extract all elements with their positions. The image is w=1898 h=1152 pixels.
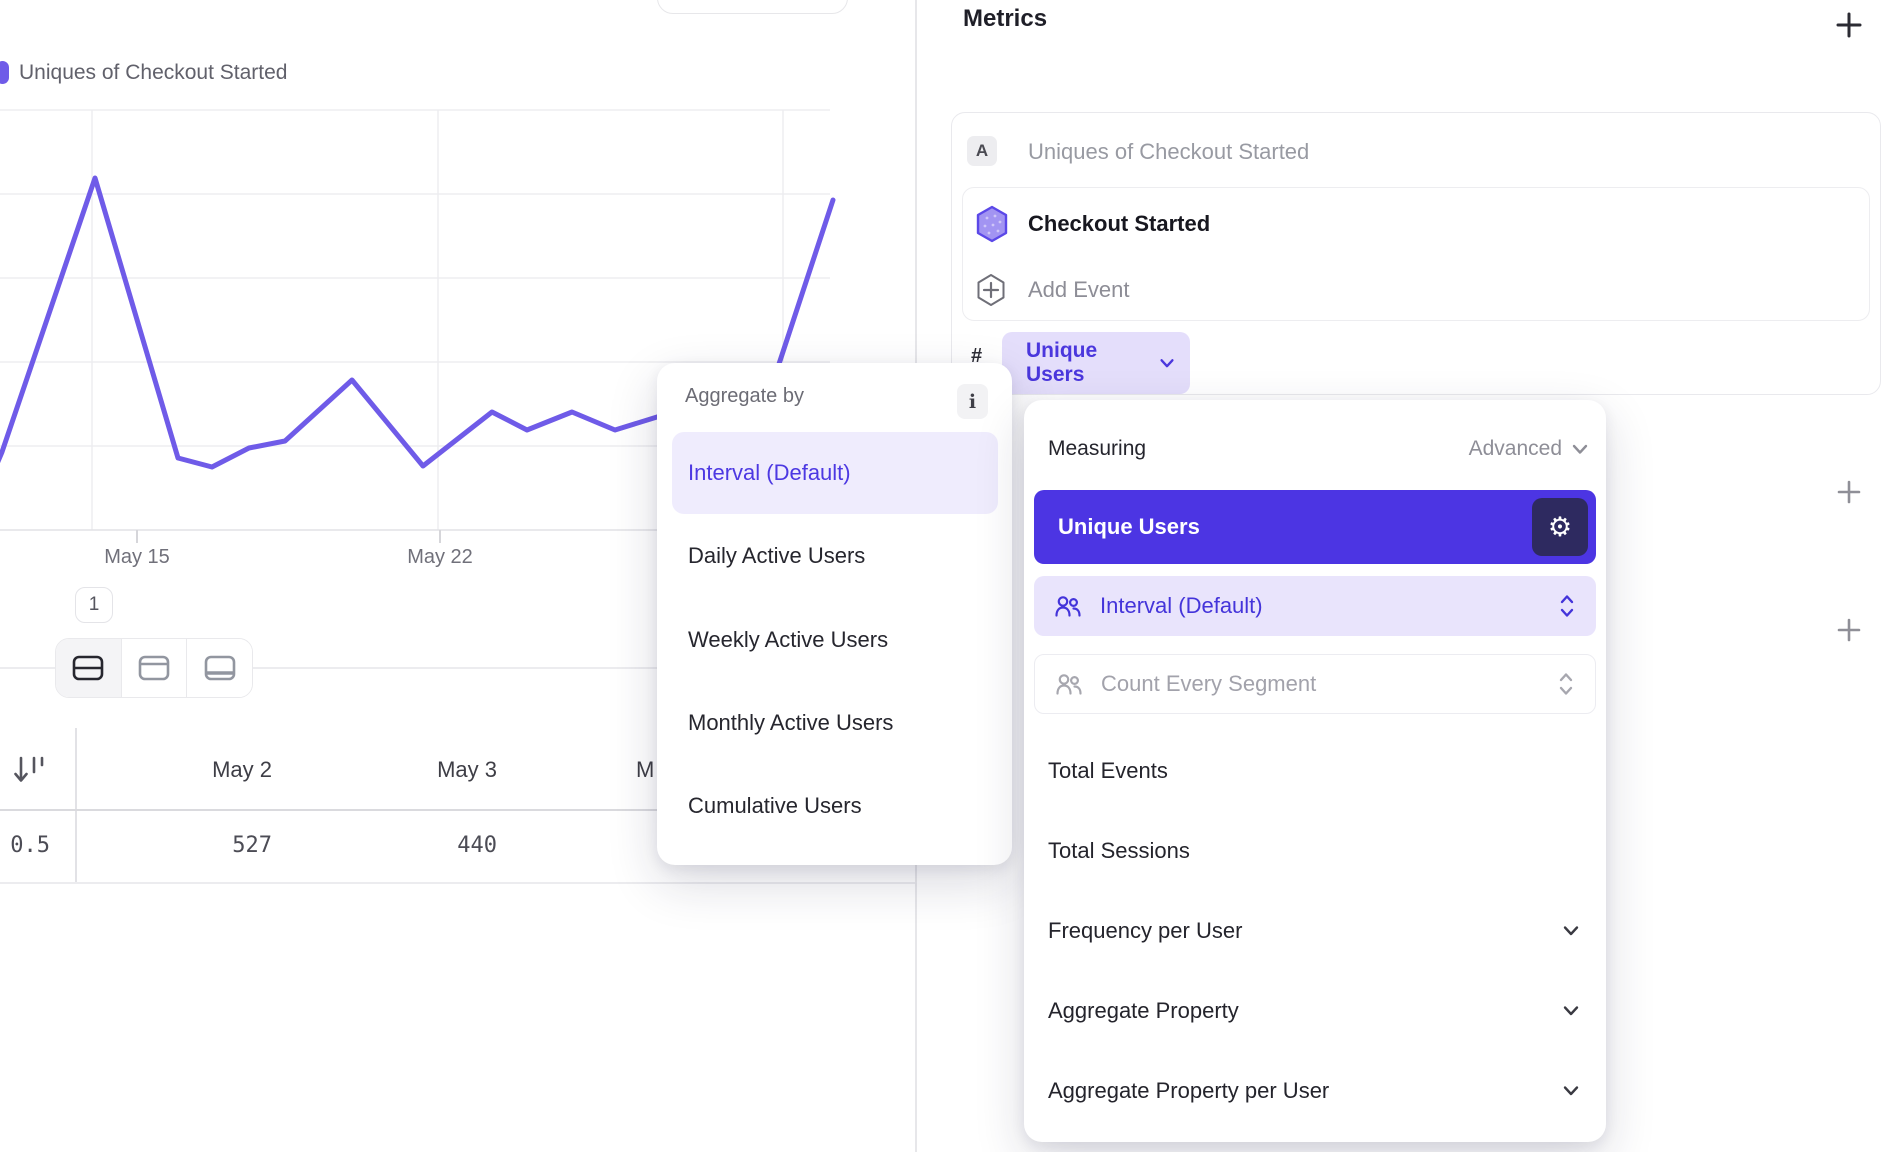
layout-split-middle-button[interactable]	[56, 639, 121, 697]
chevron-down-icon	[1563, 926, 1579, 936]
chevron-down-icon	[1160, 359, 1174, 368]
measuring-popup: Measuring Advanced Unique Users ⚙ Interv…	[1024, 400, 1606, 1142]
aggregate-by-title: Aggregate by	[685, 385, 804, 407]
split-bottom-icon	[204, 655, 235, 681]
table-cell-may-2: 527	[232, 833, 272, 858]
chevron-down-icon	[1572, 444, 1588, 454]
aggregate-option-monthly-active-users[interactable]: Monthly Active Users	[688, 710, 894, 735]
aggregate-option-daily-active-users[interactable]: Daily Active Users	[688, 543, 866, 568]
add-filter-icon[interactable]	[1836, 479, 1862, 505]
people-icon	[1055, 596, 1081, 617]
measuring-title: Measuring	[1048, 437, 1147, 460]
add-metric-icon[interactable]	[1835, 11, 1863, 39]
unfold-icon	[1559, 673, 1573, 695]
info-icon[interactable]: i	[957, 384, 988, 419]
total-events-label: Total Events	[1048, 758, 1168, 783]
aggregate-property-per-user-label: Aggregate Property per User	[1048, 1078, 1330, 1103]
unique-users-label: Unique Users	[1058, 514, 1200, 539]
layout-split-bottom-button[interactable]	[186, 639, 252, 697]
split-middle-icon	[73, 655, 104, 681]
aggregate-property-label: Aggregate Property	[1048, 998, 1239, 1023]
legend-swatch	[0, 61, 9, 84]
sort-icon[interactable]	[12, 750, 48, 792]
table-header-clipped[interactable]: M	[636, 757, 655, 782]
measuring-option-unique-users-selected[interactable]: Unique Users ⚙	[1034, 490, 1596, 564]
add-event-button[interactable]: Add Event	[1028, 277, 1130, 302]
x-axis-tick-label: May 15	[104, 546, 170, 568]
section-divider	[0, 667, 916, 669]
x-axis-tick-label: May 22	[407, 546, 473, 568]
table-header-rule	[0, 809, 916, 811]
table-header-may-2[interactable]: May 2	[212, 757, 272, 782]
measurement-dropdown-pill[interactable]: Unique Users	[1002, 332, 1190, 394]
metric-name-field[interactable]: Uniques of Checkout Started	[1028, 139, 1310, 164]
advanced-dropdown[interactable]: Advanced	[1469, 437, 1590, 461]
table-cell-may-3: 440	[457, 833, 497, 858]
unique-users-interval-selector[interactable]: Interval (Default)	[1034, 576, 1596, 636]
table-layout-segmented-control	[55, 638, 253, 698]
people-icon	[1056, 674, 1082, 695]
measurement-type-symbol: #	[971, 345, 983, 367]
table-header-may-3[interactable]: May 3	[437, 757, 497, 782]
add-event-hexagon-icon	[977, 274, 1005, 306]
split-top-icon	[138, 655, 170, 681]
total-sessions-label: Total Sessions	[1048, 838, 1190, 863]
frequency-per-user-label: Frequency per User	[1048, 918, 1243, 943]
measuring-option-frequency-per-user[interactable]: Frequency per User	[1048, 915, 1582, 947]
legend-label[interactable]: Uniques of Checkout Started	[19, 61, 288, 84]
table-column-divider	[75, 728, 77, 884]
measuring-option-aggregate-property-per-user[interactable]: Aggregate Property per User	[1048, 1075, 1582, 1107]
unfold-icon	[1560, 595, 1574, 617]
aggregate-by-popup: Aggregate by i Interval (Default) Daily …	[657, 363, 1012, 865]
layout-split-top-button[interactable]	[120, 639, 187, 697]
aggregate-option-weekly-active-users[interactable]: Weekly Active Users	[688, 627, 889, 652]
advanced-label: Advanced	[1468, 437, 1562, 460]
table-cell-clipped: 0.5	[10, 833, 50, 858]
count-every-segment-selector[interactable]: Count Every Segment	[1034, 654, 1596, 714]
metrics-section-title: Metrics	[963, 5, 1048, 32]
event-hexagon-icon	[976, 205, 1008, 243]
measuring-option-total-events[interactable]: Total Events	[1048, 755, 1582, 787]
gear-icon[interactable]: ⚙	[1532, 498, 1588, 556]
table-row-rule	[0, 882, 916, 884]
event-list-card	[962, 187, 1870, 321]
measurement-pill-label: Unique Users	[1026, 339, 1098, 386]
event-row-checkout-started[interactable]: Checkout Started	[1028, 211, 1211, 236]
metric-letter-badge: A	[967, 136, 997, 166]
series-count-badge: 1	[75, 587, 113, 623]
chevron-down-icon	[1563, 1006, 1579, 1016]
measuring-option-aggregate-property[interactable]: Aggregate Property	[1048, 995, 1582, 1027]
count-every-segment-label: Count Every Segment	[1101, 671, 1317, 696]
interval-default-label: Interval (Default)	[1100, 593, 1263, 618]
aggregate-option-interval-selected[interactable]: Interval (Default)	[672, 432, 998, 514]
aggregate-option-cumulative-users[interactable]: Cumulative Users	[688, 793, 862, 818]
add-breakdown-icon[interactable]	[1836, 617, 1862, 643]
chevron-down-icon	[1563, 1086, 1579, 1096]
measuring-option-total-sessions[interactable]: Total Sessions	[1048, 835, 1582, 867]
